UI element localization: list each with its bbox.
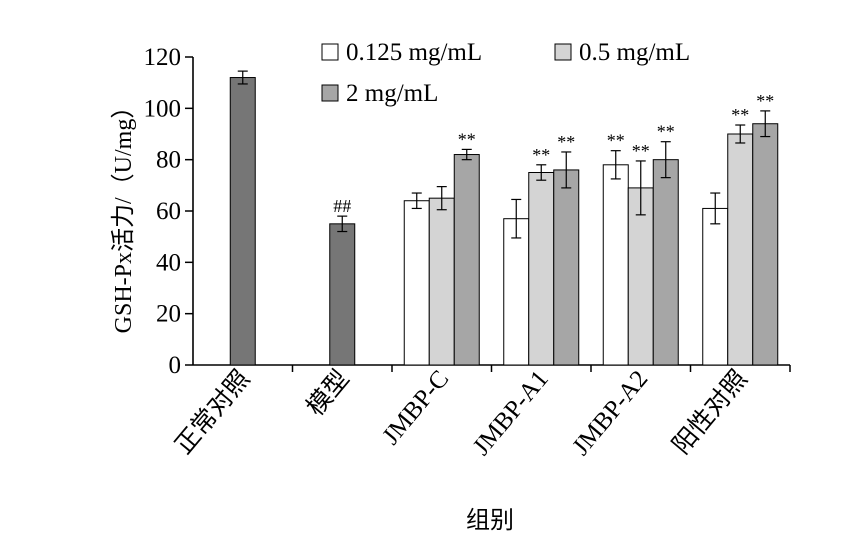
y-tick-label: 40 bbox=[156, 249, 181, 276]
bar bbox=[553, 169, 580, 366]
x-tick-label: 正常对照 bbox=[170, 365, 256, 460]
x-tick-label: 阳性对照 bbox=[667, 365, 753, 460]
legend: 0.125 mg/mL 0.5 mg/mL 2 mg/mL bbox=[321, 39, 690, 107]
x-tick-label: 模型 bbox=[301, 365, 355, 421]
significance-mark: ** bbox=[632, 141, 650, 161]
significance-mark: ** bbox=[458, 129, 476, 149]
y-tick-label: 20 bbox=[156, 301, 181, 328]
significance-mark: ** bbox=[532, 145, 550, 165]
x-tick-label: JMBP-A1 bbox=[468, 366, 554, 461]
significance-mark: ** bbox=[731, 105, 749, 125]
bar bbox=[602, 164, 629, 366]
x-tick-label: JMBP-C bbox=[377, 366, 454, 450]
legend-swatch bbox=[321, 84, 339, 102]
legend-swatch bbox=[321, 43, 339, 61]
bar bbox=[403, 200, 430, 366]
bar bbox=[453, 154, 480, 366]
legend-label: 0.5 mg/mL bbox=[579, 39, 690, 66]
bars: 正常对照 ## 模型 ** JMBP-C ** ** JMBP-A1 ** ** ** JMBP-A2… bbox=[170, 70, 779, 461]
bar bbox=[329, 223, 356, 366]
x-tick-label: JMBP-A2 bbox=[567, 366, 653, 461]
significance-mark: ## bbox=[333, 196, 351, 216]
significance-mark: ** bbox=[607, 131, 625, 151]
y-tick-label: 80 bbox=[156, 147, 181, 174]
bar bbox=[652, 159, 679, 366]
bar bbox=[528, 172, 555, 366]
x-axis-label: 组别 bbox=[466, 507, 514, 534]
bar bbox=[702, 207, 729, 366]
legend-swatch bbox=[554, 43, 572, 61]
y-axis-label: GSH-Px活力/（U/mg） bbox=[110, 95, 137, 334]
y-tick-label: 0 bbox=[169, 352, 182, 379]
legend-label: 2 mg/mL bbox=[346, 80, 438, 107]
bar bbox=[752, 123, 779, 366]
bar bbox=[727, 133, 754, 366]
significance-mark: ** bbox=[756, 91, 774, 111]
significance-mark: ** bbox=[657, 122, 675, 142]
y-tick-label: 120 bbox=[144, 44, 182, 71]
significance-mark: ** bbox=[557, 132, 575, 152]
bar bbox=[627, 187, 654, 366]
axes: 0 20 40 60 80 100 120 bbox=[144, 44, 791, 379]
y-tick-label: 60 bbox=[156, 198, 181, 225]
y-tick-label: 100 bbox=[144, 95, 182, 122]
legend-label: 0.125 mg/mL bbox=[346, 39, 482, 66]
bar bbox=[503, 218, 530, 366]
bar bbox=[229, 77, 256, 366]
bar bbox=[428, 197, 455, 366]
